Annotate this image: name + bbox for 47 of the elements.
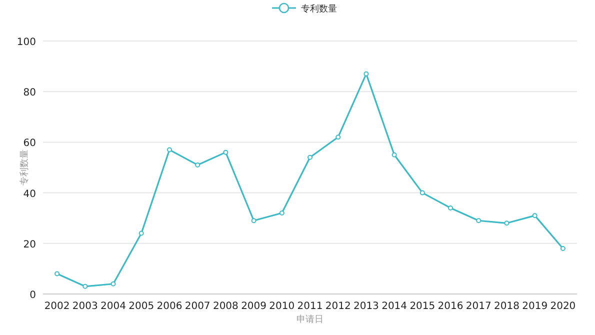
x-tick-label: 2014 (382, 301, 408, 312)
x-tick-label: 2006 (156, 301, 182, 312)
point (251, 218, 256, 224)
y-tick-label: 40 (23, 188, 36, 200)
point (279, 210, 284, 216)
y-axis-title: 专利数量 (19, 150, 30, 186)
y-tick-label: 100 (16, 37, 36, 48)
x-tick-label: 2018 (494, 301, 520, 312)
point (195, 162, 200, 168)
x-axis-title: 申请日 (296, 314, 324, 325)
point (448, 205, 454, 210)
x-tick-label: 2009 (241, 301, 267, 312)
point (166, 147, 172, 152)
legend-label: 专利数量 (301, 4, 337, 14)
point (560, 246, 566, 251)
point (392, 152, 397, 158)
x-tick-label: 2003 (72, 301, 98, 312)
y-tick-label: 80 (23, 88, 36, 99)
x-tick-label: 2020 (550, 301, 576, 312)
x-tick-label: 2010 (269, 301, 295, 312)
point (420, 190, 425, 196)
x-tick-label: 2013 (353, 301, 379, 312)
point (223, 150, 228, 155)
y-tick-label: 0 (30, 290, 36, 301)
y-tick-label: 60 (23, 138, 36, 150)
x-tick-label: 2017 (466, 301, 492, 312)
x-tick-label: 2015 (410, 301, 436, 312)
x-tick-label: 2007 (184, 301, 210, 312)
point (364, 71, 369, 76)
point (504, 220, 510, 226)
x-tick-label: 2005 (128, 301, 154, 312)
point (82, 284, 88, 289)
x-tick-label: 2004 (100, 301, 126, 312)
x-tick-label: 2012 (325, 301, 351, 312)
x-tick-label: 2019 (522, 301, 548, 312)
point (138, 230, 144, 236)
x-tick-label: 2011 (297, 301, 323, 312)
x-tick-label: 2016 (438, 301, 464, 312)
point (336, 134, 341, 140)
point (308, 154, 312, 160)
point (476, 218, 482, 224)
x-tick-label: 2002 (44, 301, 70, 312)
point (532, 213, 538, 218)
y-tick-label: 20 (23, 239, 36, 250)
x-tick-label: 2008 (212, 301, 238, 312)
point (110, 281, 116, 286)
point (54, 271, 60, 276)
